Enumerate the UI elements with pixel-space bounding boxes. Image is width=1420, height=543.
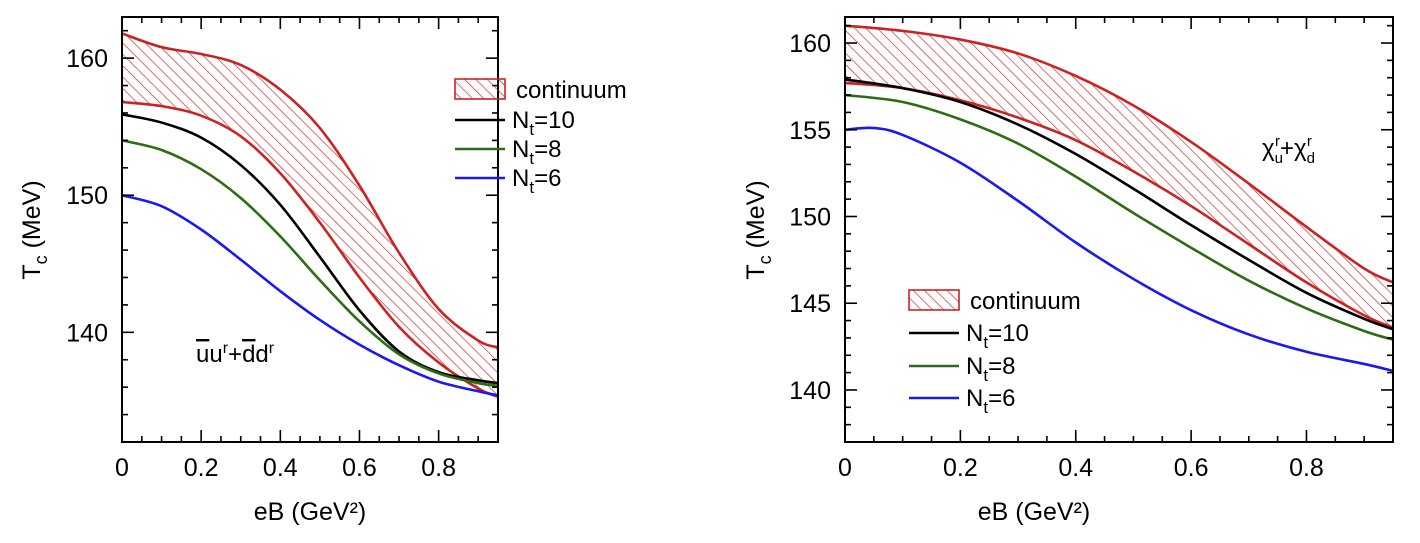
left-xtick-label: 0.4 [263, 454, 298, 482]
right-band-upper-edge [844, 24, 1394, 284]
right-legend: continuum Nt=10 Nt=8 Nt=6 [908, 288, 1081, 417]
left-band-fill [122, 33, 498, 397]
left-series-nt6 [121, 193, 499, 397]
left-x-axis-label: eB (GeV²) [254, 498, 367, 526]
left-xtick-label: 0 [115, 454, 129, 482]
right-series-nt10 [844, 78, 1394, 331]
left-series-nt8 [121, 139, 499, 388]
right-legend-label-nt8: Nt=8 [966, 353, 1015, 385]
right-legend-swatch-continuum [908, 289, 960, 311]
right-ytick-label: 145 [789, 290, 831, 318]
left-series-nt10 [121, 113, 499, 385]
right-tick-labels-group: 0 0.2 0.4 0.6 0.8 140 145 150 155 160 [789, 30, 1324, 482]
left-ytick-label: 150 [66, 182, 108, 210]
right-x-axis-label: eB (GeV²) [978, 498, 1091, 526]
left-xtick-label: 0.8 [421, 454, 456, 482]
right-ytick-label: 150 [789, 203, 831, 231]
left-ytick-label: 160 [66, 45, 108, 73]
right-band-group [844, 24, 1394, 329]
left-legend-label-nt10: Nt=10 [512, 107, 575, 139]
left-legend-label-nt8: Nt=8 [512, 136, 561, 168]
right-xtick-label: 0.6 [1174, 454, 1209, 482]
left-y-axis-label: Tc (MeV) [18, 180, 51, 279]
left-band-upper-edge [121, 32, 499, 349]
right-xtick-label: 0 [838, 454, 852, 482]
right-legend-label-nt6: Nt=6 [966, 385, 1015, 417]
right-plot-frame [844, 16, 1394, 443]
right-y-axis-label: Tc (MeV) [742, 180, 775, 279]
right-series-nt6 [844, 126, 1394, 373]
right-xtick-label: 0.2 [943, 454, 978, 482]
right-series-group [844, 78, 1394, 373]
right-series-nt8 [844, 93, 1394, 341]
left-legend-label-continuum: continuum [516, 77, 627, 104]
left-chart: 0 0.2 0.4 0.6 0.8 140 150 160 Tc (MeV) eB (GeV²… [18, 16, 627, 526]
left-legend-swatch-continuum [454, 78, 506, 100]
right-chart: 0 0.2 0.4 0.6 0.8 140 145 150 155 160 Tc (MeV) eB… [742, 16, 1394, 526]
right-xtick-label: 0.4 [1058, 454, 1093, 482]
left-ytick-label: 140 [66, 319, 108, 347]
right-legend-label-continuum: continuum [970, 288, 1081, 315]
right-ytick-label: 160 [789, 30, 831, 58]
left-plot-frame [121, 16, 499, 443]
right-ytick-label: 155 [789, 117, 831, 145]
left-tick-labels-group: 0 0.2 0.4 0.6 0.8 140 150 160 [66, 45, 456, 482]
left-legend-label-nt6: Nt=6 [512, 165, 561, 197]
left-band-group [121, 32, 499, 398]
right-ytick-label: 140 [789, 377, 831, 405]
right-band-fill [845, 25, 1393, 328]
left-annotation: uur+ddr [196, 340, 275, 368]
left-xtick-label: 0.2 [184, 454, 219, 482]
right-ticks-group [844, 17, 1393, 443]
left-series-group [121, 113, 499, 397]
left-band-lower-edge [121, 100, 499, 398]
right-annotation: χur+χdr [1262, 133, 1315, 167]
right-legend-label-nt10: Nt=10 [966, 320, 1029, 352]
right-xtick-label: 0.8 [1289, 454, 1324, 482]
left-xtick-label: 0.6 [342, 454, 377, 482]
left-legend: continuum Nt=10 Nt=8 Nt=6 [454, 77, 627, 197]
